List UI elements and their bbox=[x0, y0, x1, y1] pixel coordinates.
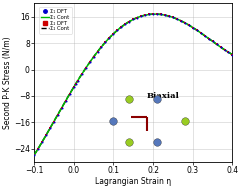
Y-axis label: Second P-K Stress (N/m): Second P-K Stress (N/m) bbox=[3, 36, 13, 129]
X-axis label: Lagrangian Strain η: Lagrangian Strain η bbox=[95, 177, 171, 186]
Legend: Σ₁ DFT, Σ₁ Cont, Σ₂ DFT, Σ₂ Cont: Σ₁ DFT, Σ₁ Cont, Σ₂ DFT, Σ₂ Cont bbox=[39, 7, 72, 33]
Text: Biaxial: Biaxial bbox=[147, 92, 180, 100]
